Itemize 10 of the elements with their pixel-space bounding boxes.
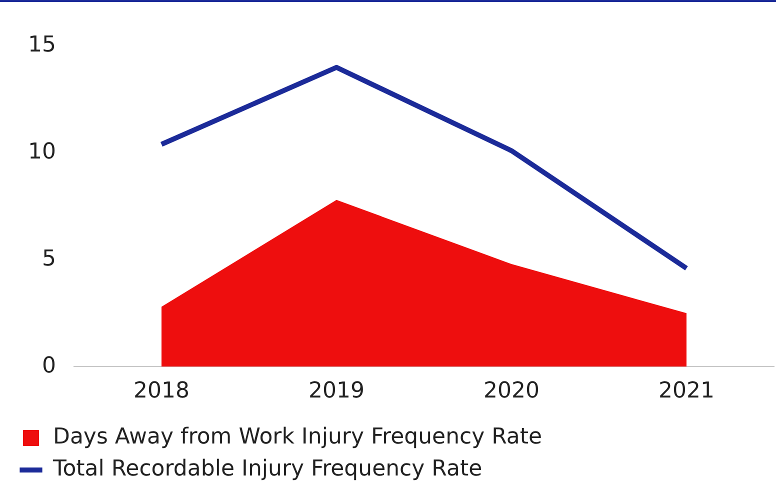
legend-label: Total Recordable Injury Frequency Rate [52, 456, 482, 482]
y-tick-label: 0 [42, 353, 56, 378]
x-tick-label: 2019 [308, 378, 364, 404]
legend-label: Days Away from Work Injury Frequency Rate [53, 424, 542, 450]
y-tick-label: 10 [28, 140, 56, 165]
x-tick-label: 2020 [484, 378, 540, 404]
x-tick-label: 2021 [658, 378, 714, 404]
x-tick-label: 2018 [133, 378, 190, 404]
y-tick-label: 15 [28, 32, 56, 58]
y-tick-label: 5 [42, 246, 56, 272]
